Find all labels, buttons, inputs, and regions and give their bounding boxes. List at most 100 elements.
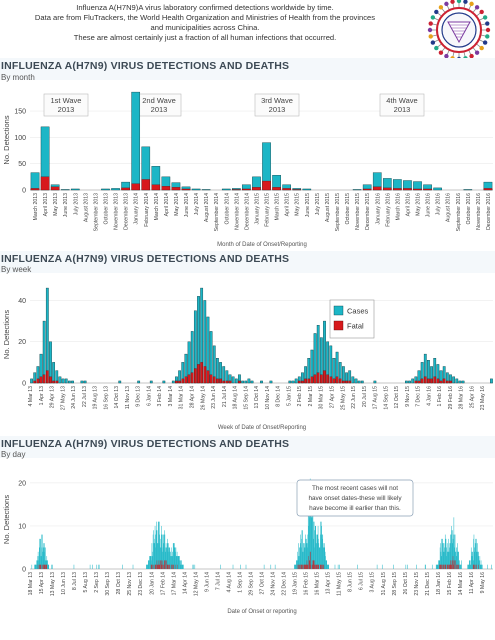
x-tick-label: 23 Dec 13 [138, 572, 144, 596]
fatal-bar [310, 551, 311, 569]
case-bar [180, 564, 181, 569]
case-bar [34, 564, 35, 569]
case-bar [162, 547, 164, 569]
x-tick-label: January 2015 [254, 193, 260, 225]
case-bar [146, 564, 147, 569]
x-tick-label: 28 Oct 13 [116, 572, 122, 595]
case-bar [317, 534, 318, 569]
x-tick-label: 4 Aug 14 [226, 572, 232, 593]
fatal-bar [131, 183, 140, 191]
fatal-bar [307, 564, 309, 569]
case-bar [151, 560, 152, 569]
case-bar [334, 564, 336, 569]
x-tick-label: 14 Apr 14 [182, 572, 188, 594]
fatal-bar [302, 564, 303, 569]
x-tick-label: 10 Jun 13 [61, 572, 67, 595]
x-tick-label: 21 Dec 15 [425, 572, 431, 596]
case-bar [270, 564, 272, 569]
fatal-bar [52, 380, 55, 384]
fatal-bar [449, 380, 452, 384]
case-bar [440, 543, 441, 569]
fatal-bar [476, 564, 477, 569]
x-tick-label: March 2014 [154, 193, 160, 221]
case-bar [436, 564, 437, 569]
fatal-bar [345, 380, 348, 384]
fatal-bar [310, 376, 314, 384]
x-tick-label: 12 May 14 [193, 572, 199, 596]
fatal-bar [45, 564, 46, 569]
case-bar [169, 547, 170, 569]
y-tick-label: 0 [22, 567, 26, 574]
case-bar [357, 380, 361, 384]
x-tick-label: 4 Mar 13 [28, 386, 34, 407]
case-bar [449, 547, 450, 569]
case-bar [446, 547, 448, 569]
fatal-bar [37, 564, 39, 569]
fatal-bar [322, 564, 324, 569]
case-bar [316, 543, 318, 569]
case-bar [452, 376, 456, 384]
fatal-bar [417, 380, 421, 384]
wave-label: 4th Wave [386, 96, 417, 105]
fatal-bar [456, 564, 457, 569]
x-tick-label: 1 Sep 14 [237, 572, 243, 593]
fatal-bar [167, 564, 168, 569]
logo-spike-knob [438, 50, 444, 55]
case-bar [318, 547, 320, 569]
panel-week-subtitle: By week [1, 265, 32, 274]
case-bar [80, 380, 84, 384]
x-tick-label: September 2016 [456, 193, 462, 231]
case-bar [320, 534, 322, 569]
x-tick-label: 17 Aug 15 [373, 386, 379, 409]
fatal-bar [181, 188, 191, 191]
case-bar [132, 564, 134, 569]
case-bar [101, 188, 110, 191]
x-tick-label: February 2016 [385, 193, 391, 227]
x-tick-label: 8 Dec 14 [276, 386, 282, 407]
case-bar [439, 560, 440, 569]
fatal-bar [449, 564, 450, 569]
fatal-bar [282, 188, 291, 191]
fatal-bar [413, 188, 422, 191]
case-bar [303, 543, 304, 569]
logo-spike-knob [474, 5, 480, 10]
case-bar [181, 564, 183, 569]
case-bar [296, 560, 298, 569]
case-bar [444, 534, 446, 569]
case-bar [41, 556, 42, 569]
fatal-bar [316, 564, 317, 569]
case-bar [167, 543, 168, 569]
case-bar [83, 380, 87, 384]
case-bar [232, 564, 234, 569]
case-bar [161, 525, 162, 569]
case-bar [231, 376, 235, 384]
fatal-bar [442, 378, 446, 384]
x-tick-label: October 2016 [466, 193, 472, 225]
case-bar [436, 564, 438, 569]
fatal-bar [445, 380, 449, 384]
x-tick-label: 15 Apr 13 [39, 572, 45, 594]
fatal-bar [448, 564, 450, 569]
fatal-bar [318, 564, 319, 569]
x-tick-label: 26 Oct 15 [403, 572, 409, 595]
x-tick-label: December 2013 [124, 193, 130, 230]
case-bar [154, 538, 155, 569]
fatal-bar [451, 564, 453, 569]
case-bar [175, 547, 176, 569]
fatal-bar [448, 564, 449, 569]
case-bar [299, 547, 300, 569]
case-bar [247, 378, 251, 384]
fatal-bar [311, 564, 313, 569]
case-bar [302, 543, 304, 569]
case-bar [41, 547, 43, 569]
case-bar [311, 500, 313, 569]
logo-spike-knob [434, 45, 439, 51]
case-bar [309, 478, 311, 569]
fatal-bar [157, 564, 159, 569]
case-bar [44, 560, 46, 569]
case-bar [405, 564, 407, 569]
x-tick-label: May 2015 [295, 193, 301, 216]
case-bar [469, 564, 471, 569]
case-bar [405, 380, 408, 384]
x-tick-label: 29 Feb 16 [448, 386, 454, 409]
